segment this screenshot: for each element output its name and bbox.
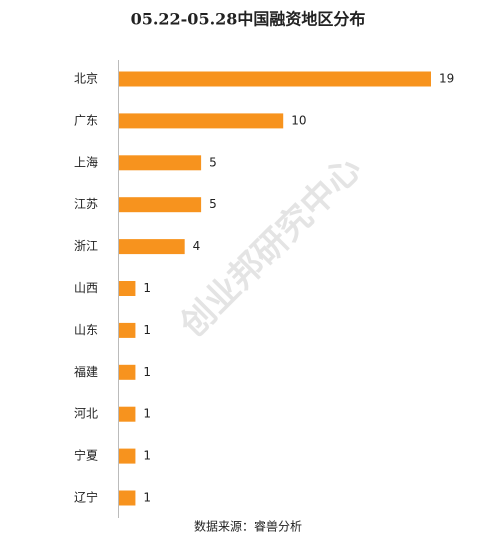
y-tick-label: 宁夏 — [74, 448, 98, 463]
y-tick-label: 福建 — [74, 364, 98, 379]
bar — [119, 448, 136, 464]
watermark: 创业邦研究中心 — [172, 149, 369, 346]
bar — [119, 239, 185, 255]
value-label: 1 — [143, 491, 151, 505]
bar — [119, 281, 136, 296]
y-tick-label: 辽宁 — [74, 490, 98, 505]
value-label: 4 — [193, 239, 201, 253]
bar — [119, 71, 431, 87]
y-tick-label: 浙江 — [74, 239, 98, 253]
bar — [119, 406, 136, 422]
bar — [119, 113, 284, 129]
y-tick-label: 北京 — [74, 72, 98, 86]
value-label: 10 — [291, 113, 306, 127]
y-tick-label: 广东 — [74, 113, 98, 127]
value-label: 1 — [143, 449, 151, 463]
y-tick-label: 河北 — [74, 407, 98, 421]
value-label: 1 — [143, 281, 151, 295]
y-tick-label: 山西 — [74, 281, 98, 295]
y-tick-label: 江苏 — [74, 197, 98, 211]
y-tick-label: 山东 — [74, 323, 98, 337]
value-label: 1 — [143, 323, 151, 337]
y-tick-label: 上海 — [74, 154, 98, 169]
source-note: 数据来源：睿兽分析 — [194, 519, 302, 534]
value-label: 1 — [143, 365, 151, 379]
bar — [119, 364, 136, 380]
value-label: 1 — [143, 407, 151, 421]
bar — [119, 322, 136, 338]
value-label: 5 — [209, 155, 217, 169]
bar — [119, 197, 202, 213]
bar — [119, 155, 202, 171]
value-label: 19 — [439, 72, 454, 86]
value-label: 5 — [209, 197, 217, 211]
chart-title: 05.22-05.28中国融资地区分布 — [131, 10, 366, 29]
bar — [119, 490, 136, 506]
